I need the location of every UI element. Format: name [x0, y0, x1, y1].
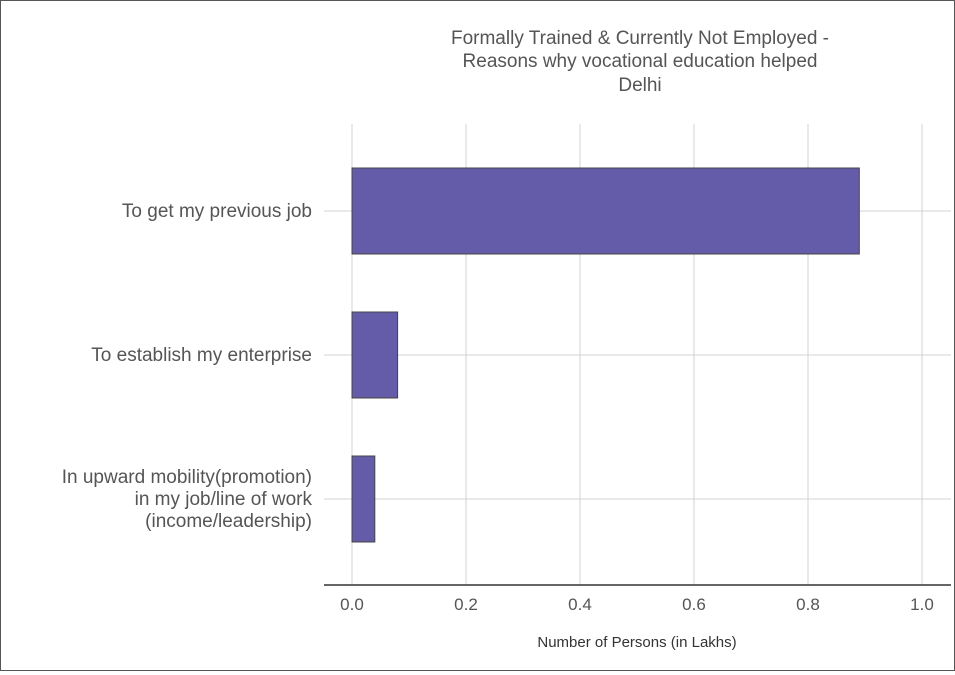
chart-title-line-1: Formally Trained & Currently Not Employe…	[451, 28, 829, 49]
chart-title-line-3: Delhi	[618, 75, 661, 96]
category-label: To establish my enterprise	[91, 345, 312, 366]
x-tick-label: 0.0	[340, 595, 364, 614]
chart-title-line-2: Reasons why vocational education helped	[463, 51, 818, 72]
x-tick-label: 0.8	[796, 595, 820, 614]
bar	[351, 455, 376, 543]
x-tick-labels: 0.0 0.2 0.4 0.6 0.8 1.0	[340, 595, 934, 614]
bars	[351, 167, 860, 543]
x-axis-label: Number of Persons (in Lakhs)	[537, 634, 736, 651]
category-label: (income/leadership)	[145, 511, 312, 532]
x-tick-label: 0.6	[682, 595, 706, 614]
bar	[351, 311, 399, 399]
x-tick-label: 0.2	[454, 595, 478, 614]
category-label: in my job/line of work	[135, 489, 313, 510]
bar	[351, 167, 860, 255]
x-tick-label: 1.0	[910, 595, 934, 614]
x-tick-label: 0.4	[568, 595, 592, 614]
category-labels: To get my previous job To establish my en…	[62, 201, 313, 532]
category-label: To get my previous job	[122, 201, 312, 222]
chart-title: Formally Trained & Currently Not Employe…	[451, 28, 829, 96]
category-label: In upward mobility(promotion)	[62, 467, 312, 488]
